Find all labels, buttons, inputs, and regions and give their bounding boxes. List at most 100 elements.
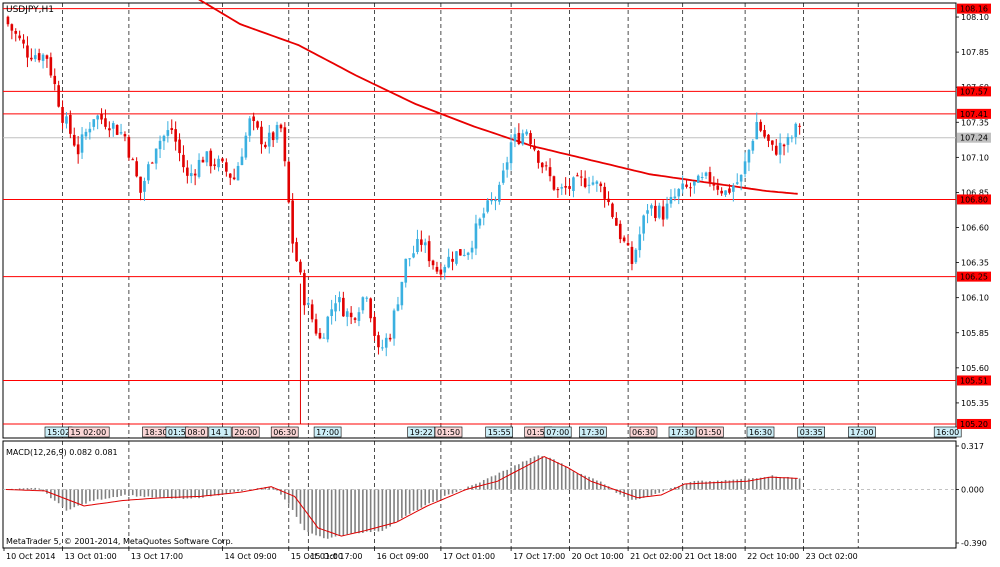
macd-signal-line: [5, 456, 798, 537]
candle-body: [377, 335, 380, 348]
candle-body: [41, 54, 45, 61]
candle-body: [751, 140, 755, 151]
candle-body: [517, 132, 521, 144]
candle-body: [108, 128, 111, 131]
y-tick-label: 106.10: [961, 294, 989, 303]
candle-body: [576, 175, 579, 177]
candle-body: [170, 128, 174, 130]
candle-body: [798, 125, 801, 127]
candle-body: [786, 137, 790, 145]
candle-body: [232, 177, 236, 180]
time-box-label: 15 02:00: [70, 428, 106, 437]
level-price-box: [957, 86, 991, 97]
time-box: [185, 426, 209, 438]
y-tick-label: 105.60: [961, 364, 989, 373]
time-box: [434, 426, 463, 438]
time-box-label: 17:30: [671, 428, 694, 437]
candle-body: [501, 170, 505, 183]
candle-body: [221, 158, 224, 162]
time-box-label: 16:00: [936, 428, 959, 437]
candle-body: [431, 260, 435, 266]
candle-body: [26, 45, 29, 58]
x-tick-label: 15 Oct 01:00: [291, 552, 343, 561]
candle-body: [115, 125, 119, 135]
candle-body: [560, 187, 564, 189]
candle-body: [782, 144, 786, 147]
candle-body: [595, 181, 599, 184]
candle-body: [201, 159, 205, 163]
candle-body: [303, 273, 306, 306]
candle-body: [657, 205, 661, 218]
level-price-label: 106.80: [960, 195, 988, 204]
candle-body: [732, 185, 735, 192]
candle-body: [96, 115, 99, 120]
candle-body: [611, 203, 614, 217]
level-price-box: [957, 108, 991, 119]
candle-body: [712, 183, 716, 186]
candle-body: [318, 332, 322, 339]
current-price-label: 107.24: [960, 134, 988, 143]
candle-body: [353, 318, 357, 320]
candle-body: [673, 196, 677, 199]
time-box: [695, 426, 724, 438]
candle-body: [615, 217, 618, 226]
candle-body: [494, 199, 497, 202]
candle-body: [135, 161, 138, 177]
x-tick-label: 13 Oct 17:00: [131, 552, 183, 561]
candle-body: [252, 116, 255, 122]
candle-body: [416, 238, 419, 253]
macd-indicator: [3, 455, 956, 539]
candle-body: [143, 180, 146, 192]
candle-body: [720, 190, 723, 194]
candle-body: [661, 206, 665, 220]
candle-body: [490, 200, 493, 202]
candle-body: [392, 310, 396, 339]
candle-body: [459, 249, 462, 256]
candle-body: [283, 127, 287, 162]
candle-body: [119, 132, 123, 134]
candle-body: [53, 75, 57, 85]
time-box-label: 20:00: [234, 428, 257, 437]
candle-body: [556, 189, 560, 191]
time-box-label: 17:30: [581, 428, 604, 437]
time-box: [485, 426, 514, 438]
level-price-box: [957, 271, 991, 282]
candle-body: [778, 142, 782, 155]
candle-body: [314, 319, 318, 334]
candle-body: [162, 135, 166, 142]
time-box-label: 01:5: [168, 428, 186, 437]
candle-body: [618, 223, 622, 240]
candle-body: [685, 184, 688, 187]
macd-y-tick-label: 0.317: [961, 442, 984, 451]
chart-title: USDJPY,H1: [6, 5, 54, 15]
candle-body: [80, 134, 84, 153]
candle-body: [665, 203, 669, 219]
candle-body: [767, 134, 770, 141]
candle-body: [49, 57, 53, 76]
time-box-label: 14 1: [211, 428, 229, 437]
candle-body: [603, 186, 606, 199]
candle-body: [724, 190, 727, 195]
candle-body: [131, 159, 135, 161]
candle-body: [150, 162, 154, 164]
candle-body: [735, 182, 739, 184]
candle-body: [236, 165, 240, 181]
candle-body: [310, 304, 314, 320]
candle-body: [439, 269, 443, 275]
level-price-label: 105.51: [960, 376, 988, 385]
level-price-label: 106.25: [960, 273, 988, 282]
candle-body: [420, 239, 423, 245]
candle-body: [521, 133, 525, 145]
candle-body: [451, 258, 454, 262]
x-tick-label: 13 Oct 01:00: [65, 552, 117, 561]
candle-body: [271, 132, 275, 141]
candle-body: [630, 246, 634, 264]
time-markers: 15:02 15 02:00 18:30 01:5 08:0 14 1 20:00 06:30…: [44, 426, 962, 438]
x-tick-label: 23 Oct 02:00: [806, 552, 858, 561]
candlesticks: [6, 15, 801, 424]
candle-body: [572, 177, 575, 191]
candle-body: [228, 173, 232, 178]
candle-body: [626, 242, 630, 246]
candle-body: [65, 116, 68, 124]
